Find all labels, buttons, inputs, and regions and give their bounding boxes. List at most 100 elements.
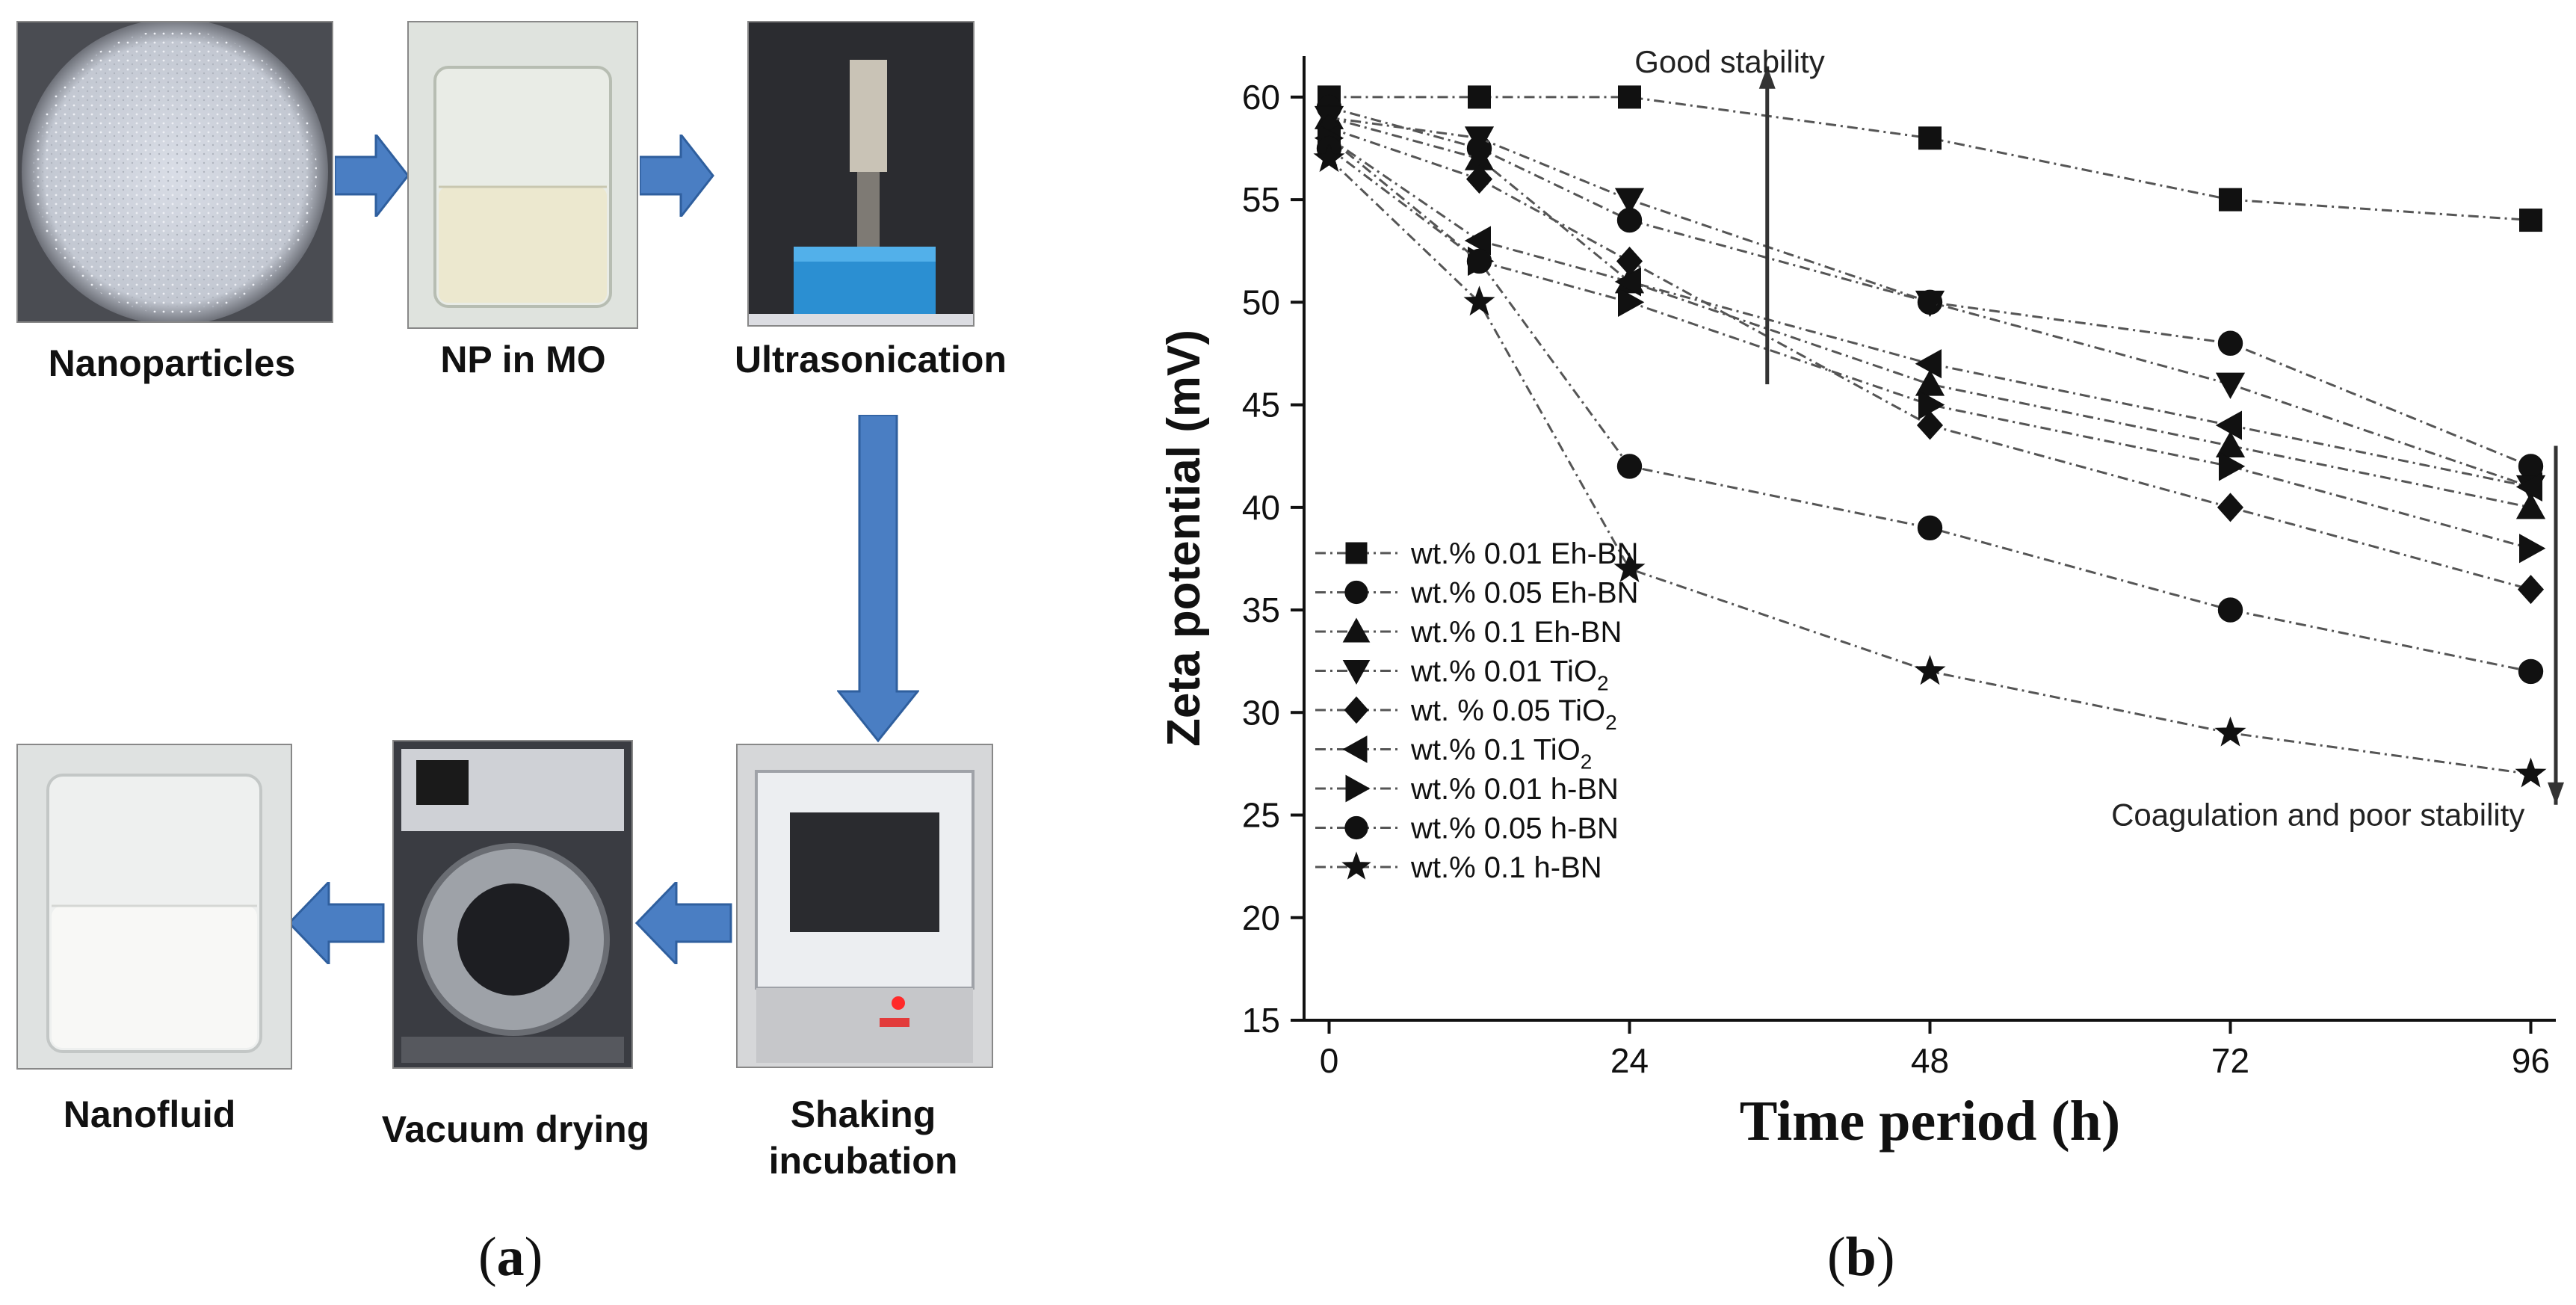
flow-arrow-left-icon bbox=[288, 882, 385, 964]
step-caption-shaking-incubation: Shaking incubation bbox=[768, 1093, 958, 1182]
data-point bbox=[1915, 369, 1945, 396]
data-point bbox=[2217, 330, 2243, 356]
data-point bbox=[1614, 267, 1641, 297]
data-point bbox=[1915, 290, 1945, 318]
data-point bbox=[1613, 552, 1646, 583]
legend-label: wt.% 0.05 h-BN bbox=[1410, 812, 1619, 845]
data-point bbox=[2219, 451, 2246, 481]
arrow-head-down-icon bbox=[2548, 782, 2564, 805]
series-line-1 bbox=[1329, 96, 2531, 222]
y-tick-label: 45 bbox=[1242, 386, 1280, 425]
data-point bbox=[2219, 188, 2242, 212]
legend-label: wt.% 0.01 TiO2 bbox=[1410, 655, 1609, 695]
x-tick-label: 0 bbox=[1320, 1041, 1339, 1080]
legend-label: wt.% 0.05 Eh-BN bbox=[1410, 577, 1639, 610]
step-caption-nanofluid: Nanofluid bbox=[63, 1093, 236, 1135]
panel-b-letter: b bbox=[1845, 1227, 1877, 1288]
y-tick-label: 30 bbox=[1242, 693, 1280, 732]
data-point bbox=[1616, 454, 1643, 479]
series-line-7 bbox=[1328, 137, 2531, 550]
data-point bbox=[2515, 493, 2546, 519]
data-point bbox=[1463, 286, 1495, 316]
data-point bbox=[2217, 493, 2244, 522]
step-caption-np-in-mo: NP in MO bbox=[440, 339, 606, 380]
beaker-mo-image bbox=[409, 22, 637, 327]
flow-arrow-left-icon bbox=[635, 882, 732, 964]
legend-marker bbox=[1345, 542, 1368, 564]
data-point bbox=[1464, 226, 1491, 256]
legend-marker bbox=[1342, 735, 1368, 763]
data-point bbox=[1468, 85, 1491, 109]
vacuum-drying-photo bbox=[392, 740, 633, 1069]
legend-marker bbox=[1341, 851, 1371, 880]
data-point bbox=[2214, 716, 2246, 747]
legend-label: wt.% 0.1 Eh-BN bbox=[1410, 616, 1622, 649]
y-tick-label: 60 bbox=[1242, 78, 1280, 117]
series-line-9 bbox=[1328, 158, 2531, 776]
panel-a-label: (a) bbox=[478, 1227, 543, 1288]
legend-label: wt. % 0.05 TiO2 bbox=[1410, 694, 1617, 734]
legend-marker bbox=[1344, 580, 1368, 605]
step-caption-ultrasonication: Ultrasonication bbox=[735, 339, 1007, 380]
data-point bbox=[1614, 188, 1645, 215]
data-point bbox=[1918, 126, 1942, 150]
series-line-3 bbox=[1329, 116, 2531, 509]
y-tick-label: 55 bbox=[1242, 180, 1280, 219]
data-point bbox=[1915, 349, 1942, 379]
ultrasonication-photo bbox=[747, 21, 975, 327]
data-point bbox=[2515, 472, 2542, 502]
series-line-8 bbox=[1328, 147, 2531, 673]
data-point bbox=[2515, 757, 2547, 788]
series-line-6 bbox=[1328, 137, 2531, 488]
data-point bbox=[2519, 209, 2542, 232]
beaker-nanofluid-image bbox=[18, 745, 291, 1068]
legend-label: wt.% 0.1 h-BN bbox=[1410, 851, 1602, 884]
legend-label: wt.% 0.01 Eh-BN bbox=[1410, 537, 1639, 570]
step-caption-vacuum-drying: Vacuum drying bbox=[381, 1108, 650, 1150]
data-point bbox=[1916, 410, 1944, 440]
y-tick-label: 40 bbox=[1242, 488, 1280, 527]
legend-label: wt.% 0.1 TiO2 bbox=[1410, 734, 1592, 774]
vacuum-oven-image bbox=[394, 741, 631, 1067]
data-point bbox=[2215, 410, 2242, 440]
data-point bbox=[1917, 515, 1943, 540]
data-point bbox=[1313, 142, 1345, 173]
incubator-image bbox=[738, 745, 992, 1067]
series-line-5 bbox=[1329, 126, 2531, 591]
x-tick-label: 24 bbox=[1610, 1041, 1649, 1080]
chart-annotation: Good stability bbox=[1634, 44, 1824, 79]
legend-marker bbox=[1342, 617, 1371, 643]
x-tick-label: 72 bbox=[2211, 1041, 2249, 1080]
nanoparticles-image bbox=[18, 22, 332, 321]
y-tick-label: 50 bbox=[1242, 283, 1280, 321]
data-point bbox=[2517, 575, 2545, 605]
series-line-2 bbox=[1329, 106, 2532, 468]
flow-arrow-right-icon bbox=[335, 135, 410, 217]
data-point bbox=[2217, 597, 2243, 623]
data-point bbox=[1618, 287, 1645, 317]
y-axis-title: Zeta potential (mV) bbox=[1158, 330, 1210, 747]
legend-marker bbox=[1344, 815, 1368, 840]
nanofluid-photo bbox=[16, 744, 292, 1070]
data-point bbox=[1618, 85, 1641, 109]
flow-arrow-right-icon bbox=[640, 135, 714, 217]
nanoparticles-photo bbox=[16, 21, 333, 323]
step-caption-nanoparticles: Nanoparticles bbox=[48, 342, 296, 384]
y-tick-label: 15 bbox=[1242, 1001, 1280, 1040]
data-point bbox=[1465, 164, 1493, 194]
legend-label: wt.% 0.01 h-BN bbox=[1410, 773, 1619, 806]
np-in-mo-photo bbox=[407, 21, 638, 329]
flow-arrow-down-icon bbox=[837, 415, 919, 743]
data-point bbox=[1466, 248, 1492, 274]
x-tick-label: 48 bbox=[1911, 1041, 1949, 1080]
ultrasonicator-image bbox=[749, 22, 973, 325]
data-point bbox=[2518, 658, 2544, 685]
x-tick-label: 96 bbox=[2512, 1041, 2550, 1080]
data-point bbox=[1464, 126, 1495, 153]
legend-marker bbox=[1342, 660, 1371, 685]
data-point bbox=[2215, 431, 2246, 457]
legend-marker bbox=[1344, 696, 1369, 724]
chart-annotation: Coagulation and poor stability bbox=[2111, 797, 2524, 832]
panel-b-label: (b) bbox=[1827, 1227, 1895, 1288]
